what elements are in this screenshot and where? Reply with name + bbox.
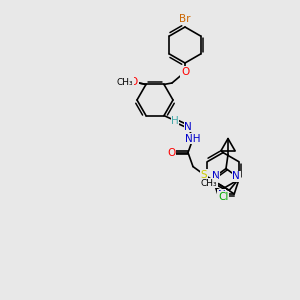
Text: O: O: [124, 77, 132, 87]
Text: O: O: [130, 77, 138, 87]
Text: CH₃: CH₃: [117, 78, 133, 87]
Text: H: H: [171, 116, 179, 126]
Text: 3: 3: [128, 82, 132, 88]
Text: N: N: [232, 171, 240, 181]
Text: N: N: [212, 171, 220, 181]
Text: N: N: [184, 122, 192, 132]
Text: N: N: [218, 190, 226, 200]
Text: O: O: [181, 67, 189, 77]
Text: S: S: [201, 169, 207, 180]
Text: NH: NH: [185, 134, 201, 144]
Text: O: O: [167, 148, 175, 158]
Text: CH₃: CH₃: [201, 179, 217, 188]
Text: Cl: Cl: [218, 192, 228, 202]
Text: Br: Br: [179, 14, 191, 24]
Text: CH: CH: [116, 79, 128, 88]
